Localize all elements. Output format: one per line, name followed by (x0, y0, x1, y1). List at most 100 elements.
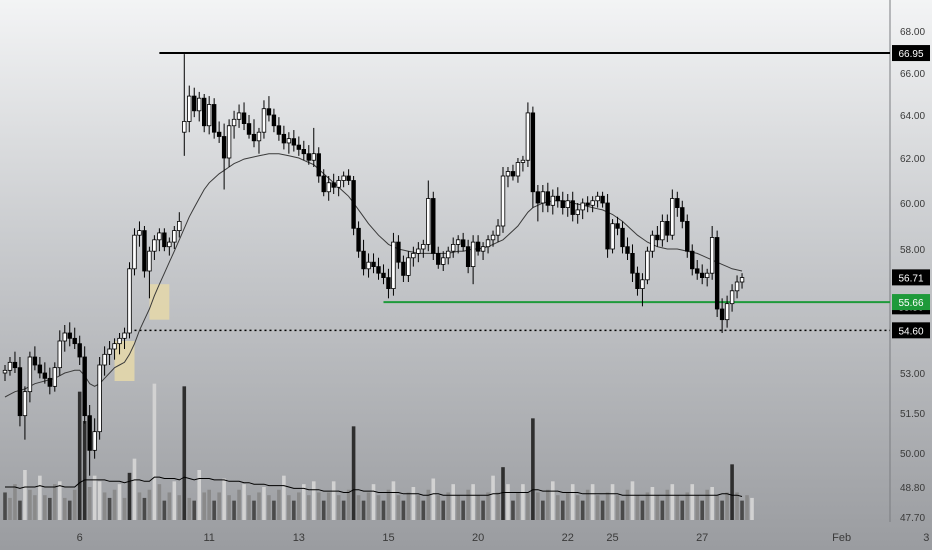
candle-body-up (480, 246, 486, 252)
candle-body-up (660, 220, 665, 241)
candle (211, 98, 217, 139)
time-tick-label: 22 (562, 532, 574, 544)
volume-bar (416, 495, 421, 520)
candle-body-up (117, 337, 122, 345)
candle (550, 189, 555, 215)
volume-bar (232, 500, 236, 520)
candle (142, 226, 147, 278)
candle (704, 268, 710, 287)
volume-bar (67, 500, 72, 520)
volume-bar (690, 484, 695, 520)
candle (376, 257, 381, 280)
time-tick-label: 13 (293, 532, 305, 544)
candle-body-down (306, 153, 311, 161)
candle-body-up (470, 241, 476, 268)
candle (157, 228, 162, 252)
candle (177, 212, 182, 238)
candle (147, 246, 152, 299)
candle (82, 346, 87, 424)
time-tick-label: 15 (382, 532, 394, 544)
candle-body-down (12, 361, 18, 369)
candle (187, 85, 192, 133)
candle-body-up (206, 104, 212, 127)
candle-body-up (177, 220, 182, 231)
candle-body-up (739, 277, 745, 283)
candle-body-down (570, 200, 575, 215)
candle-body-up (580, 202, 585, 211)
candle (640, 273, 645, 307)
candle (590, 196, 595, 213)
candle (182, 54, 187, 156)
candle-body-down (331, 182, 336, 188)
candle-body-up (231, 118, 237, 127)
volume-bar (471, 484, 475, 520)
candle (77, 335, 82, 365)
time-tick-label: Feb (832, 532, 851, 544)
volume-bar (287, 495, 291, 520)
volume-bar (710, 487, 714, 520)
volume-bar (117, 484, 122, 520)
candle (341, 171, 346, 188)
candle-body-up (326, 182, 331, 193)
volume-bar (476, 495, 480, 520)
candle (416, 242, 421, 263)
volume-bar (531, 418, 535, 520)
candle-body-down (620, 227, 625, 248)
candle-body-down (72, 337, 77, 345)
candle-body-down (371, 261, 376, 268)
candle (441, 251, 446, 271)
candle (7, 357, 13, 376)
moving-average-layer (4, 153, 743, 398)
candle-body-down (271, 114, 277, 127)
volume-bar (257, 492, 261, 520)
candle (714, 230, 720, 317)
candle-body-up (575, 209, 580, 215)
candle (585, 196, 590, 213)
volume-bar (87, 487, 92, 520)
candle-body-up (92, 431, 97, 451)
candle-body-up (2, 369, 8, 374)
candle-body-up (406, 257, 411, 276)
volume-bar (466, 489, 470, 520)
candle-body-up (565, 200, 570, 208)
volume-bar (162, 500, 167, 520)
price-tick-label: 47.70 (900, 513, 925, 524)
candle (700, 264, 705, 285)
candle-body-down (555, 195, 560, 202)
volume-bar (595, 495, 600, 520)
volume-bar (137, 492, 142, 520)
volume-bar (177, 495, 182, 520)
candle-body-up (515, 162, 521, 177)
candle (610, 219, 615, 254)
volume-bar (43, 495, 47, 520)
volume-bar (496, 492, 500, 520)
candle-body-down (291, 138, 297, 146)
candle (401, 255, 406, 282)
volume-bar (560, 500, 565, 520)
candle (530, 106, 536, 208)
candle-body-down (216, 131, 222, 137)
candle (281, 125, 287, 150)
candle-body-up (709, 237, 715, 274)
candle-body-up (670, 198, 675, 236)
candle (431, 191, 436, 260)
candle (112, 338, 117, 360)
candle-body-down (381, 272, 386, 279)
candle (2, 365, 8, 381)
price-tick-label: 48.80 (900, 483, 925, 494)
candle-body-down (690, 250, 695, 270)
price-tick-label: 51.50 (900, 409, 925, 420)
volume-bar (615, 495, 620, 520)
candle (321, 169, 326, 197)
candle-body-up (112, 343, 117, 350)
candle-body-down (545, 191, 551, 206)
candle (460, 232, 466, 252)
candle (645, 246, 650, 285)
candle (107, 341, 112, 365)
volume-bar (640, 500, 645, 520)
volume-bar (451, 484, 455, 520)
volume-bar (167, 492, 172, 520)
